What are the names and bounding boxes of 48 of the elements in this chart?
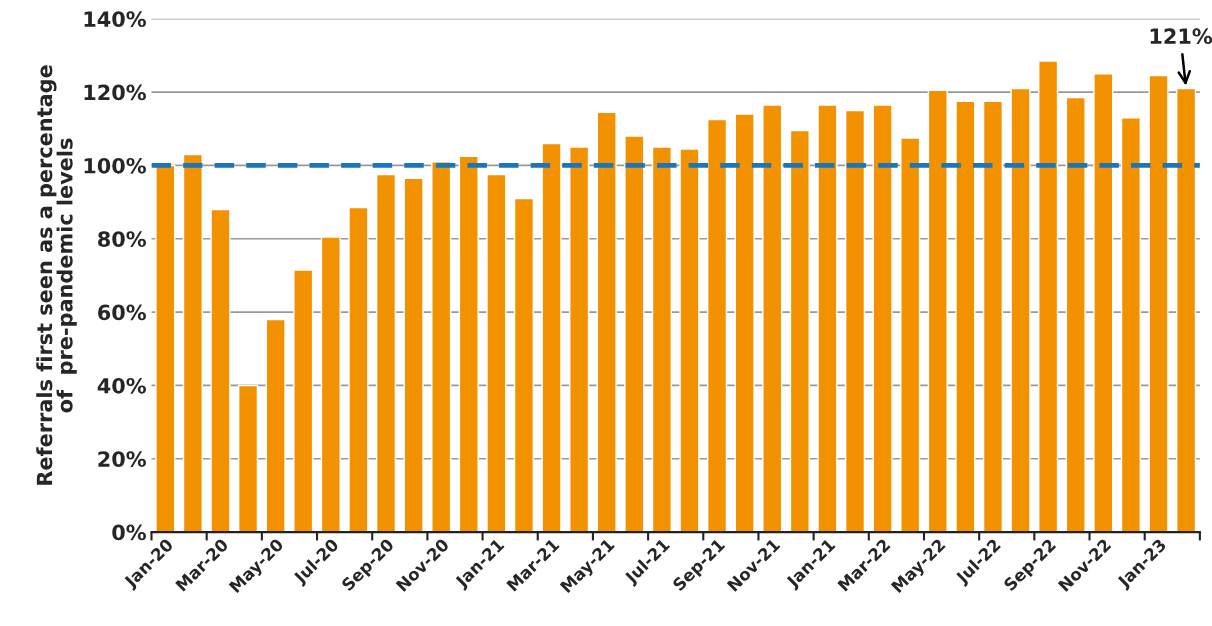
bar — [486, 173, 507, 533]
bar — [734, 113, 755, 533]
annotation: 121% — [1150, 28, 1212, 45]
bar — [1010, 87, 1031, 533]
y-tick-label: 20% — [98, 451, 146, 467]
bar — [348, 206, 369, 533]
y-tick-label: 100% — [84, 157, 146, 174]
bar — [706, 118, 728, 533]
y-tick-label: 80% — [98, 231, 146, 247]
bar — [237, 384, 259, 533]
bar — [403, 177, 424, 533]
bar — [210, 208, 231, 533]
bar — [679, 148, 700, 533]
bar — [513, 197, 535, 533]
bar — [155, 164, 176, 533]
bar — [817, 104, 838, 533]
bar — [955, 100, 976, 533]
y-tick-label: 120% — [84, 84, 146, 101]
bar — [375, 173, 397, 533]
bar — [762, 104, 783, 533]
bar — [1093, 73, 1114, 533]
y-tick-label: 40% — [97, 377, 146, 394]
bar — [1148, 74, 1169, 533]
bar — [1065, 96, 1086, 533]
bar — [1176, 87, 1197, 533]
bar — [596, 111, 617, 533]
bar — [293, 269, 314, 533]
bar — [844, 109, 866, 533]
bar — [569, 146, 590, 533]
y-tick-label: 0% — [112, 524, 146, 541]
bar — [458, 155, 479, 533]
bar — [624, 135, 645, 533]
bar — [927, 89, 948, 533]
bar — [900, 137, 921, 533]
bar — [431, 161, 452, 533]
bar — [320, 236, 341, 533]
bar — [1038, 60, 1059, 533]
bar — [982, 100, 1004, 533]
y-tick-label: 140% — [84, 11, 146, 27]
bar — [265, 318, 286, 533]
bar — [541, 142, 562, 533]
bar — [1120, 117, 1141, 533]
bar — [872, 104, 893, 533]
y-tick-label: 60% — [98, 304, 146, 321]
bar — [651, 146, 672, 533]
bar — [182, 153, 203, 533]
bar — [789, 129, 810, 533]
y-axis-title: Referrals first seen as a percentage of pre-pandemic levels — [36, 65, 77, 485]
